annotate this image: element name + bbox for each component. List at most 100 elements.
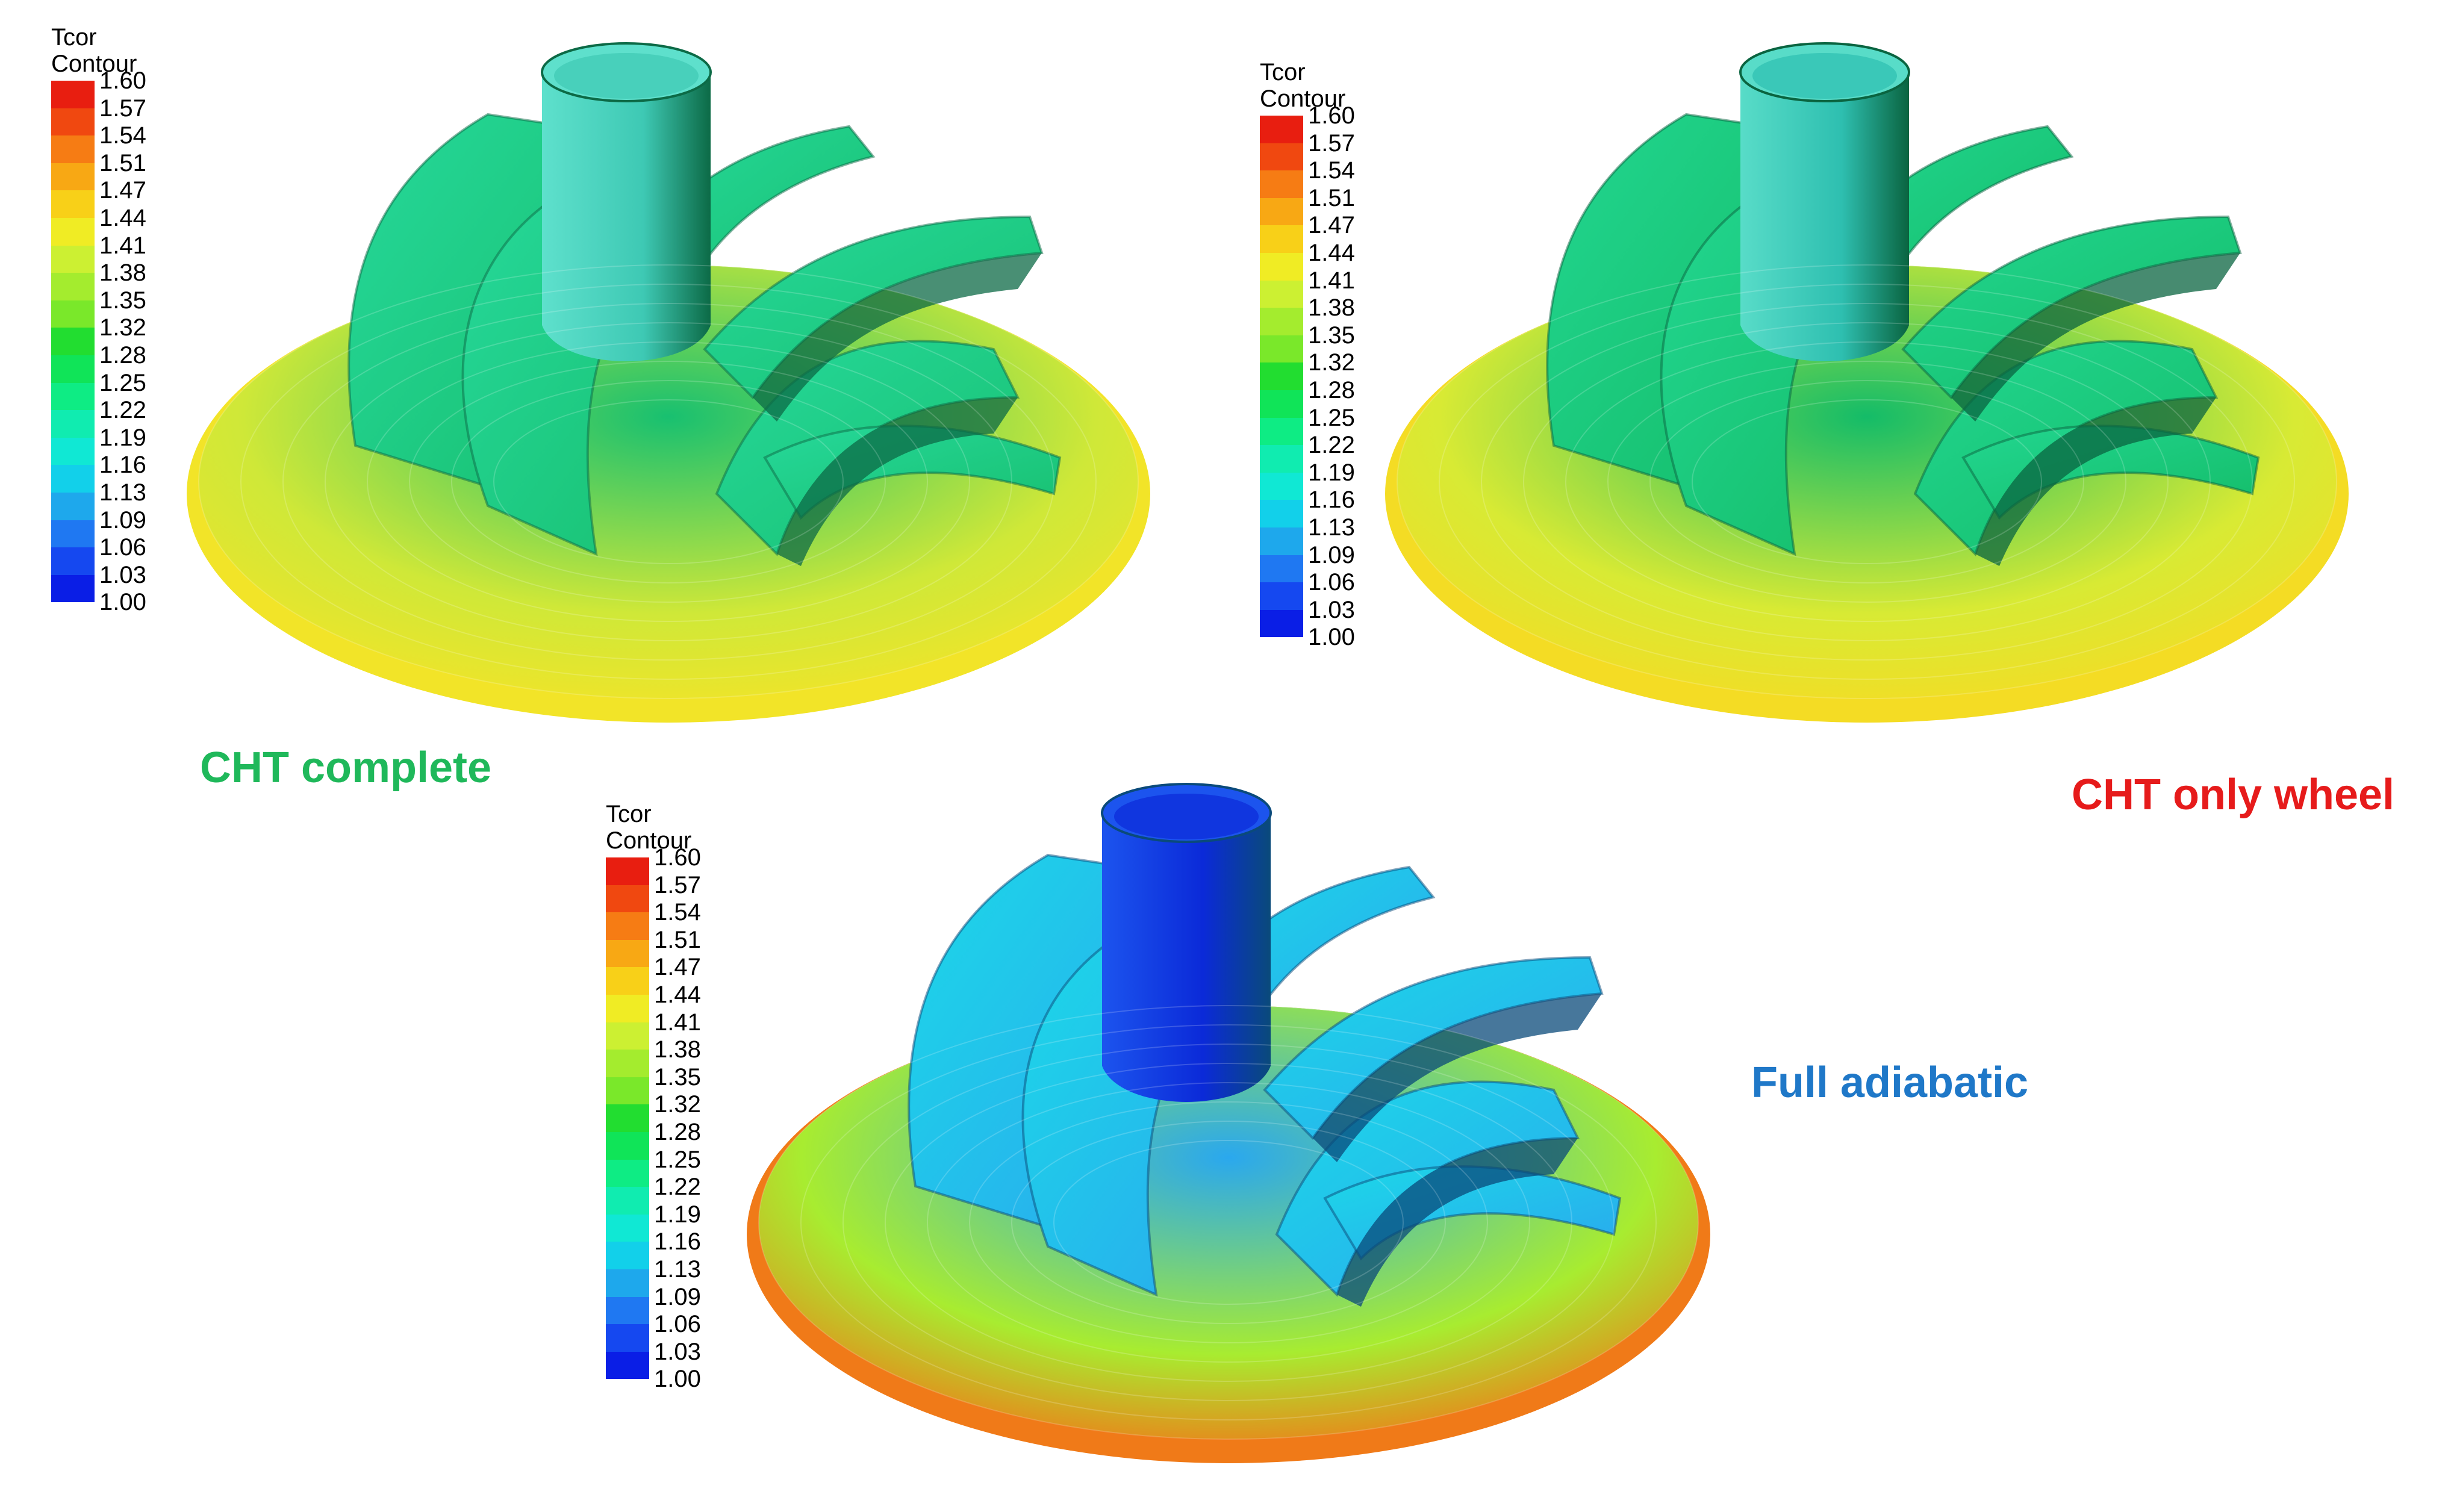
contour-line (493, 399, 844, 564)
impeller-hub-cylinder (542, 72, 711, 361)
legend-row: 1.60 (51, 67, 208, 108)
legend-tick-label: 1.41 (1308, 267, 1355, 294)
contour-line (1692, 399, 2042, 564)
legend-tick-label: 1.57 (99, 95, 146, 122)
legend-row: 1.25 (51, 370, 208, 411)
legend-tick-label: 1.06 (1308, 569, 1355, 596)
legend-subtitle: Contour (606, 827, 692, 854)
legend-tick-label: 1.60 (654, 844, 701, 871)
legend-swatch (1260, 609, 1303, 638)
legend-tick-label: 1.13 (1308, 514, 1355, 541)
legend-row: 1.16 (51, 452, 208, 493)
impeller-blade-shadow (1313, 994, 1602, 1162)
contour-line (451, 380, 886, 583)
contour-line (969, 1101, 1488, 1343)
contour-line (885, 1063, 1572, 1382)
legend-swatch (606, 1050, 649, 1077)
legend-tick-label: 1.00 (1308, 624, 1355, 651)
legend-row: 1.54 (606, 899, 762, 940)
contour-line (1523, 322, 2211, 641)
legend-row: 1.54 (1260, 157, 1416, 198)
legend-row: 1.57 (51, 95, 208, 136)
legend-swatch (51, 217, 95, 246)
legend-swatch (606, 939, 649, 968)
contour-line (1011, 1121, 1446, 1324)
legend-swatch (1260, 500, 1303, 527)
legend-row: 1.13 (606, 1256, 762, 1297)
legend-swatch (1260, 335, 1303, 363)
contour-line (1607, 361, 2126, 603)
legend-row: 1.57 (1260, 130, 1416, 171)
legend-swatch (606, 1131, 649, 1160)
legend-swatch (1260, 390, 1303, 418)
legend-tick-label: 1.16 (654, 1228, 701, 1255)
legend-swatch (606, 1214, 649, 1242)
legend-tick-label: 1.25 (99, 369, 146, 396)
impeller-hub-bore (554, 53, 699, 99)
legend-subtitle: Contour (1260, 86, 1346, 112)
legend-swatch (1260, 582, 1303, 610)
legend-tick-label: 1.16 (1308, 487, 1355, 514)
legend-row: 1.13 (51, 479, 208, 520)
legend-row: 1.25 (1260, 405, 1416, 446)
legend-tick-label: 1.25 (1308, 404, 1355, 431)
legend-row: 1.41 (606, 1009, 762, 1050)
legend-row: 1.09 (1260, 542, 1416, 583)
legend-tick-label: 1.32 (1308, 349, 1355, 376)
caption-full-adiabatic: Full adiabatic (1751, 1059, 2029, 1107)
contour-line (409, 361, 928, 603)
legend-tick-label: 1.38 (1308, 294, 1355, 322)
legend-row: 1.38 (51, 260, 208, 300)
legend-swatch (606, 994, 649, 1022)
impeller-blade-shadow (753, 253, 1042, 422)
impeller-blade-shadow (1951, 253, 2240, 422)
legend-row: 1.51 (606, 927, 762, 968)
legend-row: 1.22 (606, 1174, 762, 1215)
legend-swatch (51, 108, 95, 136)
legend-swatch (1260, 445, 1303, 473)
legend-swatch (51, 328, 95, 355)
legend-tick-label: 1.22 (99, 397, 146, 424)
legend-swatch (606, 1351, 649, 1380)
legend-swatch (51, 574, 95, 603)
legend-tick-label: 1.09 (1308, 541, 1355, 568)
legend-tick-label: 1.54 (654, 899, 701, 926)
contour-line (1649, 380, 2084, 583)
legend-swatch (1260, 116, 1303, 143)
legend-swatch (606, 1269, 649, 1297)
legend-row: 1.60 (1260, 102, 1416, 143)
legend-row: 1.06 (1260, 569, 1416, 610)
legend-swatch (606, 1077, 649, 1105)
legend-swatch (51, 273, 95, 300)
legend-swatch (51, 547, 95, 575)
impeller-render-cht-complete (187, 42, 1150, 723)
legend-row: 1.28 (51, 342, 208, 383)
legend-row: 1.41 (1260, 267, 1416, 308)
legend-tick-label: 1.44 (1308, 239, 1355, 266)
color-scale-bar: 1.60 1.57 1.54 1.51 1.47 1.44 1.41 1.38 1.35 1.32… (606, 844, 762, 1392)
legend-row: 1.32 (1260, 349, 1416, 390)
contour-line (282, 303, 1054, 661)
legend-swatch (51, 355, 95, 383)
legend-row: 1.16 (1260, 487, 1416, 527)
legend-tick-label: 1.28 (99, 341, 146, 369)
legend-row: 1.41 (51, 232, 208, 273)
legend-tick-label: 1.51 (1308, 184, 1355, 211)
legend-swatch (606, 912, 649, 940)
caption-cht-complete: CHT complete (200, 744, 492, 792)
legend-swatch (51, 245, 95, 273)
legend-row: 1.09 (606, 1284, 762, 1325)
legend-tick-label: 1.16 (99, 452, 146, 479)
legend-tick-label: 1.32 (654, 1091, 701, 1118)
legend-subtitle: Contour (51, 51, 137, 77)
legend-tick-label: 1.41 (99, 232, 146, 259)
legend-tick-label: 1.57 (654, 871, 701, 898)
panel-cht-only-wheel: Tcor Contour 1.60 1.57 1.54 1.51 1.47 1.44 1.41 1… (1235, 0, 2448, 843)
legend-tick-label: 1.09 (99, 506, 146, 534)
legend-tick-label: 1.51 (99, 149, 146, 176)
legend-row: 1.47 (1260, 212, 1416, 253)
legend-tick-label: 1.03 (1308, 596, 1355, 623)
legend-row: 1.16 (606, 1228, 762, 1269)
legend-swatch (51, 382, 95, 411)
legend-row: 1.09 (51, 507, 208, 548)
